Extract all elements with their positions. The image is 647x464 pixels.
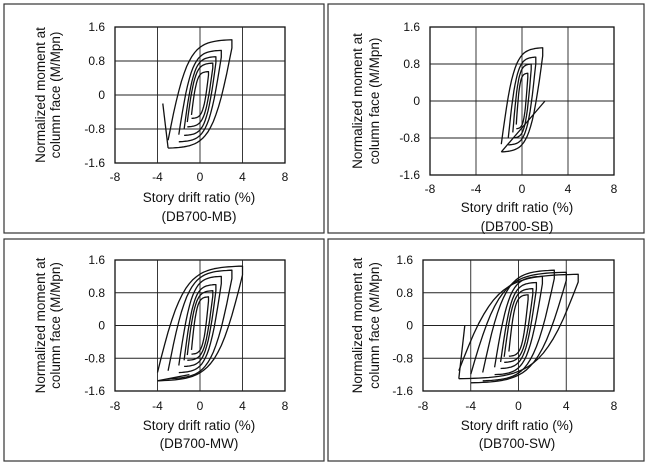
chart-caption: (DB700-SW) xyxy=(479,436,556,451)
chart-svg-db700-mb: -8 -4 0 4 8 1.6 0.8 0 -0.8 -1.6 Story drift ratio … xyxy=(3,3,325,234)
y-tick-label: 0 xyxy=(406,319,413,333)
x-tick-label: -8 xyxy=(425,182,436,196)
hysteresis-loop xyxy=(186,290,214,361)
y-tick-label: -1.6 xyxy=(84,156,105,170)
y-tick-label: 1.6 xyxy=(88,253,105,267)
y-tick-label: 0 xyxy=(413,94,420,108)
chart-panel-db700-mw: -8 -4 0 4 8 1.6 0.8 0 -0.8 -1.6 Story drift ratio … xyxy=(0,236,327,464)
y-axis-label-line: Normalized moment at xyxy=(350,33,365,169)
hysteresis-loop xyxy=(190,70,210,120)
y-tick-label: 0.8 xyxy=(88,54,105,68)
hysteresis-loop xyxy=(178,49,222,143)
hysteresis-loop xyxy=(482,269,555,382)
y-tick-label: 0.8 xyxy=(88,286,105,300)
x-tick-label: -8 xyxy=(110,399,121,413)
x-tick-label: 4 xyxy=(239,399,246,413)
hysteresis-loop xyxy=(508,294,529,357)
hysteresis-loop xyxy=(500,47,544,153)
x-tick-label: 0 xyxy=(197,170,204,184)
y-tick-label: 0 xyxy=(98,319,105,333)
y-axis-label-line: Normalized moment at xyxy=(33,257,48,393)
x-tick-label: 8 xyxy=(611,399,618,413)
panel-frame xyxy=(327,3,645,234)
x-tick-label: 0 xyxy=(519,182,526,196)
y-tick-label: -0.8 xyxy=(84,351,105,365)
x-tick-label: 8 xyxy=(282,170,289,184)
hysteresis-loop xyxy=(503,288,534,363)
x-tick-label: -4 xyxy=(152,399,163,413)
hysteresis-loop xyxy=(493,275,544,376)
chart-caption: (DB700-MW) xyxy=(160,436,239,451)
y-axis-label-line: column face (M/Mpn) xyxy=(48,262,63,389)
x-axis-label: Story drift ratio (%) xyxy=(143,418,256,433)
chart-svg-db700-sb: -8 -4 0 4 8 1.6 0.8 0 -0.8 -1.6 Story drift ratio … xyxy=(327,3,645,234)
x-tick-label: 0 xyxy=(515,399,522,413)
hysteresis-loop xyxy=(183,56,217,137)
x-tick-label: -8 xyxy=(418,399,429,413)
y-axis-label-line: Normalized moment at xyxy=(350,257,365,393)
chart-caption: (DB700-MB) xyxy=(161,209,236,224)
x-tick-label: -8 xyxy=(110,170,121,184)
chart-svg-db700-sw: -8 -4 0 4 8 1.6 0.8 0 -0.8 -1.6 Story drift ratio … xyxy=(327,238,645,462)
hysteresis-loop xyxy=(499,281,538,370)
y-tick-label: 1.6 xyxy=(403,20,420,34)
hysteresis-loop xyxy=(183,283,217,368)
hysteresis-loop xyxy=(167,269,233,380)
panel-frame xyxy=(3,238,325,462)
hysteresis-tail xyxy=(162,103,169,149)
hysteresis-loop xyxy=(512,63,532,139)
x-tick-label: 4 xyxy=(239,170,246,184)
y-tick-label: 0.8 xyxy=(403,57,420,71)
y-tick-label: 1.6 xyxy=(396,253,413,267)
hysteresis-loop xyxy=(507,56,537,146)
chart-panel-db700-sb: -8 -4 0 4 8 1.6 0.8 0 -0.8 -1.6 Story drift ratio … xyxy=(327,0,647,236)
y-tick-label: -0.8 xyxy=(84,122,105,136)
x-tick-label: 0 xyxy=(197,399,204,413)
x-tick-label: -4 xyxy=(465,399,476,413)
x-axis-label: Story drift ratio (%) xyxy=(143,190,256,205)
x-tick-label: -4 xyxy=(471,182,482,196)
y-axis-label-line: Normalized moment at xyxy=(33,27,48,163)
hysteresis-loop xyxy=(190,296,210,355)
y-tick-label: -1.6 xyxy=(84,384,105,398)
hysteresis-tail xyxy=(157,373,190,382)
hysteresis-loop xyxy=(156,265,244,382)
chart-panel-db700-mb: -8 -4 0 4 8 1.6 0.8 0 -0.8 -1.6 Story drift ratio … xyxy=(0,0,327,236)
hysteresis-loop xyxy=(167,39,233,149)
x-axis-label: Story drift ratio (%) xyxy=(461,200,574,215)
y-tick-label: -1.6 xyxy=(399,168,420,182)
y-tick-label: -1.6 xyxy=(392,384,413,398)
y-tick-label: 0 xyxy=(98,88,105,102)
hysteresis-loop xyxy=(470,271,567,384)
y-tick-label: -0.8 xyxy=(392,351,413,365)
x-tick-label: 4 xyxy=(563,399,570,413)
hysteresis-loop xyxy=(186,62,214,128)
x-tick-label: -4 xyxy=(152,170,163,184)
panel-frame xyxy=(327,238,645,462)
y-tick-label: -0.8 xyxy=(399,131,420,145)
x-tick-label: 8 xyxy=(282,399,289,413)
y-axis-label-line: column face (M/Mpn) xyxy=(367,38,382,165)
y-axis-label-line: column face (M/Mpn) xyxy=(48,32,63,159)
hysteresis-loop xyxy=(458,273,579,380)
chart-caption: (DB700-SB) xyxy=(481,219,554,234)
hysteresis-loop xyxy=(178,275,222,374)
chart-svg-db700-mw: -8 -4 0 4 8 1.6 0.8 0 -0.8 -1.6 Story drift ratio … xyxy=(3,238,325,462)
hysteresis-tail xyxy=(458,325,466,379)
y-tick-label: 1.6 xyxy=(88,20,105,34)
chart-panel-db700-sw: -8 -4 0 4 8 1.6 0.8 0 -0.8 -1.6 Story drift ratio … xyxy=(327,236,647,464)
x-axis-label: Story drift ratio (%) xyxy=(461,418,574,433)
x-tick-label: 4 xyxy=(565,182,572,196)
y-axis-label-line: column face (M/Mpn) xyxy=(367,262,382,389)
hysteresis-loop xyxy=(515,72,529,130)
y-tick-label: 0.8 xyxy=(396,286,413,300)
x-tick-label: 8 xyxy=(611,182,618,196)
hysteresis-tail xyxy=(500,100,546,153)
panel-frame xyxy=(3,3,325,234)
